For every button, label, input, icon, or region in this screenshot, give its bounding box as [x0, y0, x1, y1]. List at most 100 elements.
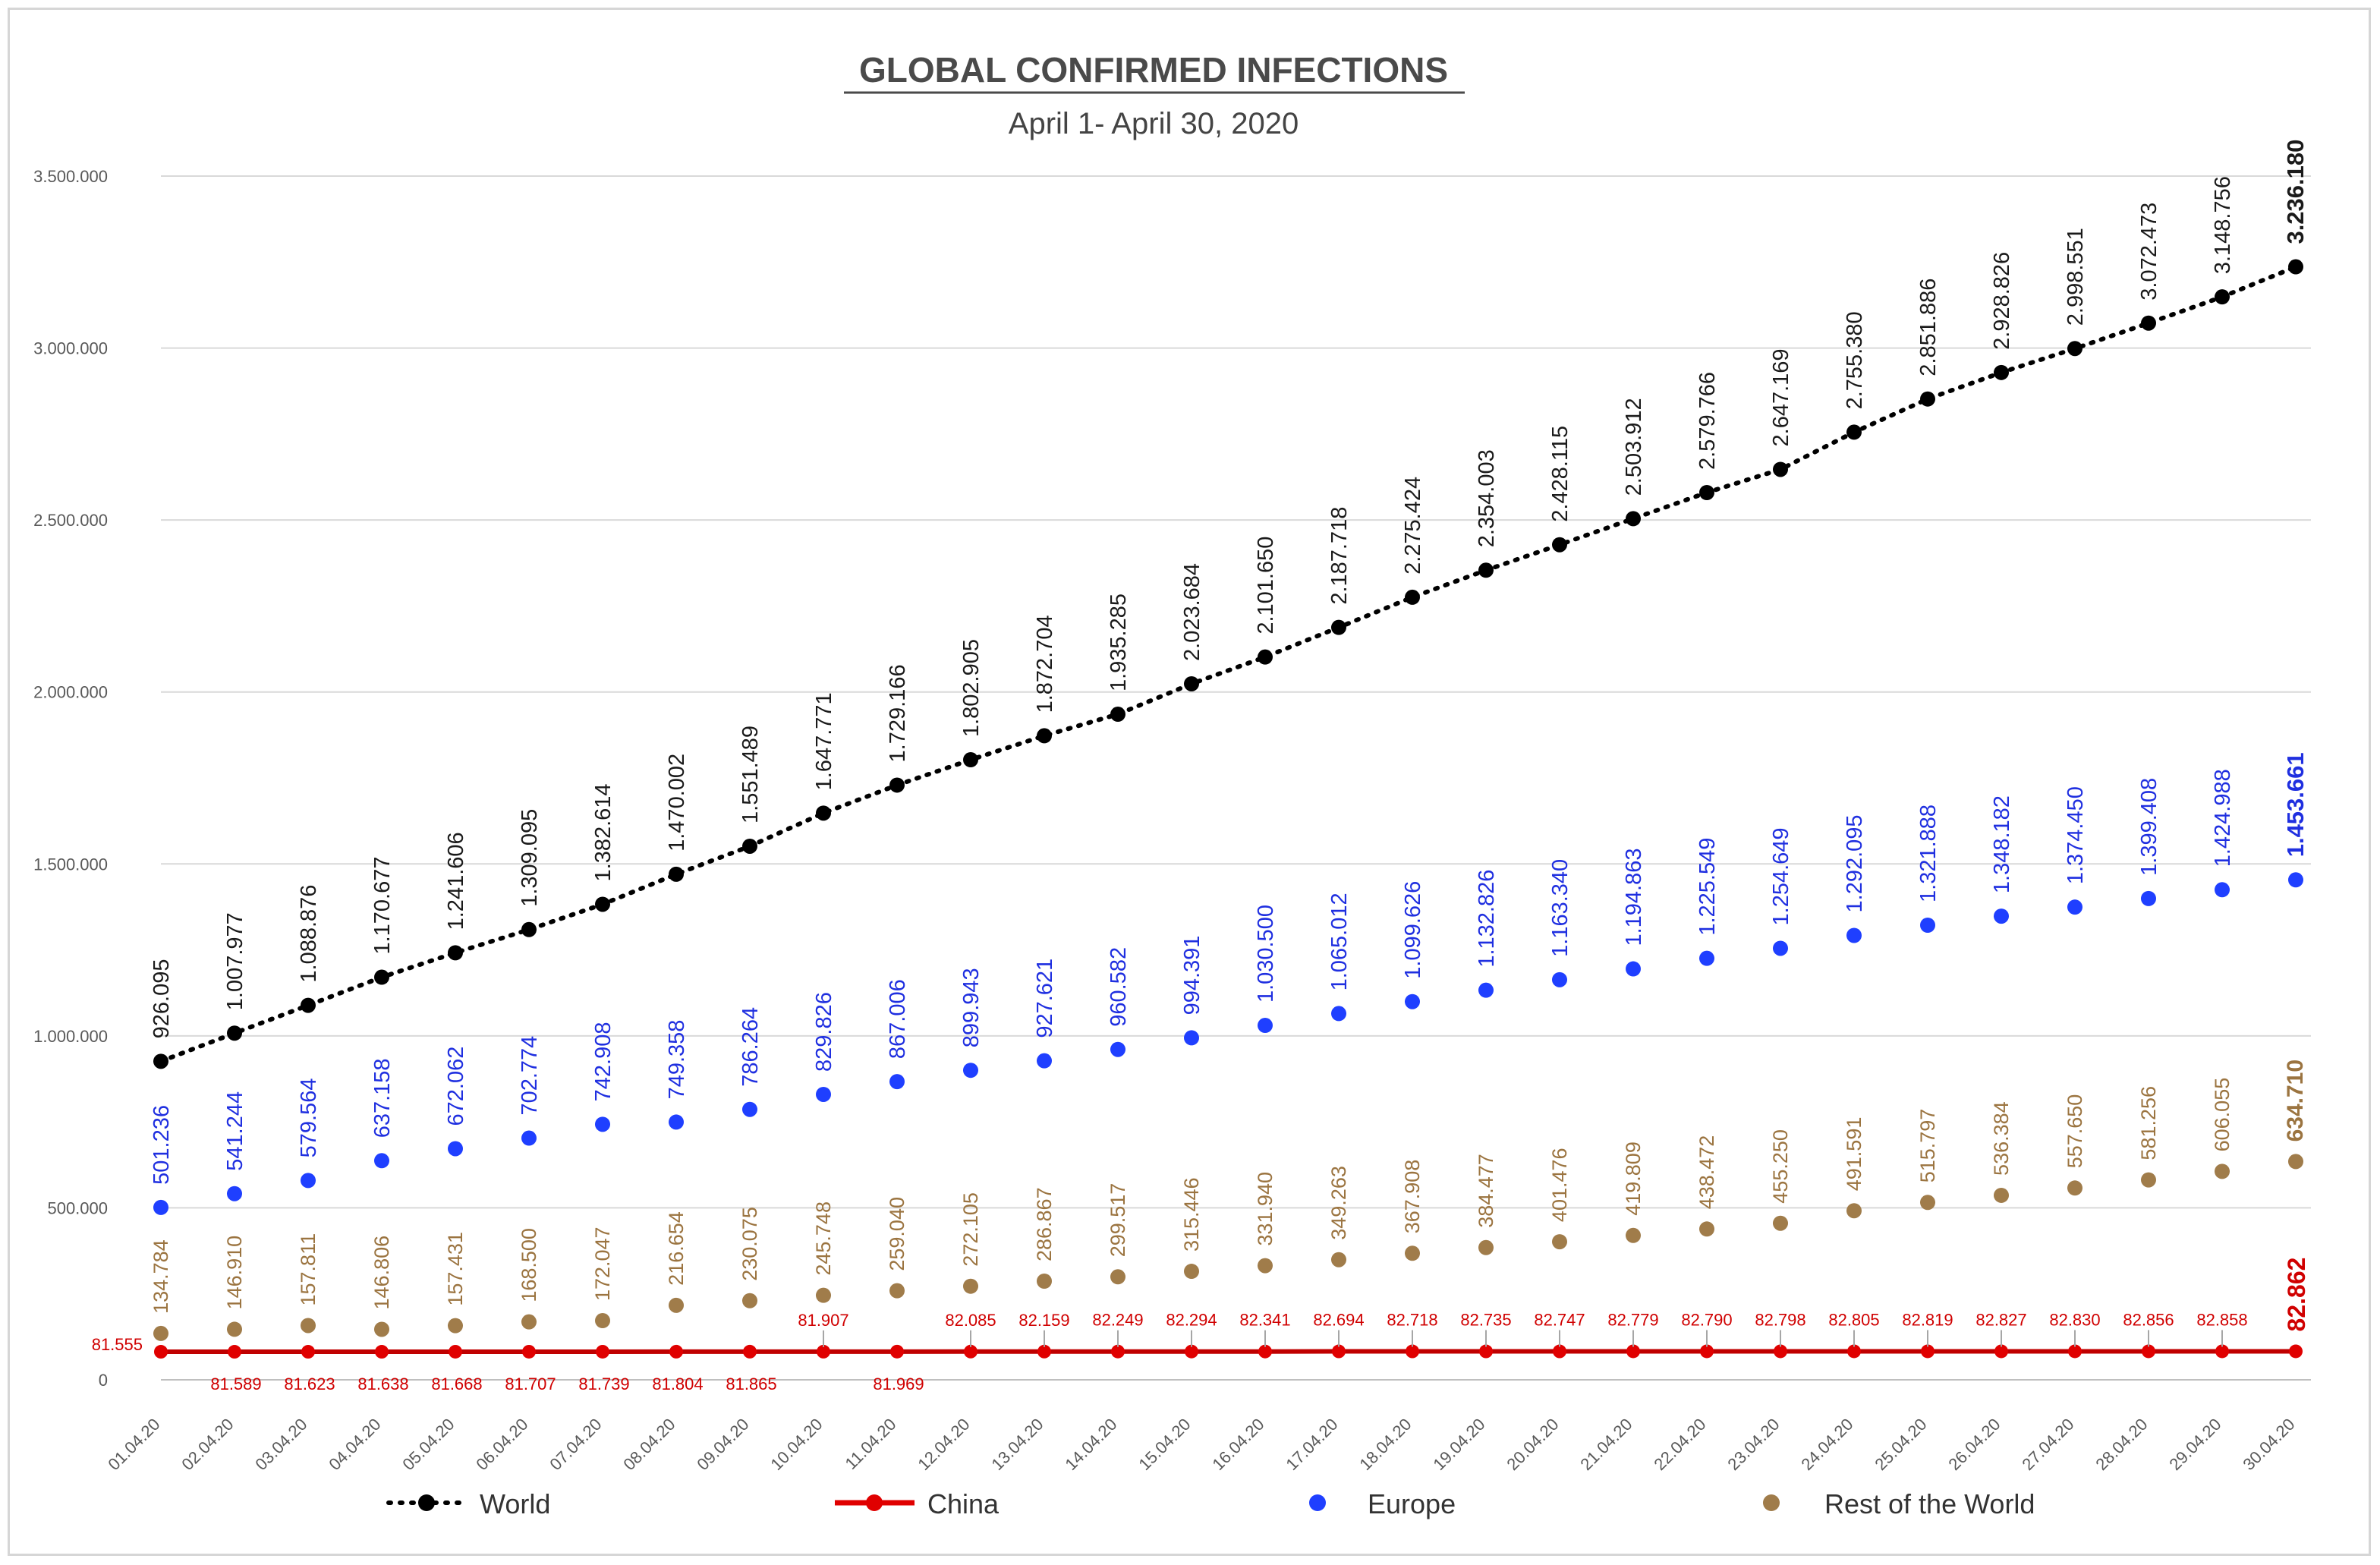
- world-marker: [227, 1025, 242, 1041]
- china-marker: [1994, 1344, 2008, 1359]
- europe-data-label: 960.582: [1107, 947, 1131, 1027]
- x-tick-label: 18.04.20: [1355, 1415, 1415, 1474]
- china-marker: [301, 1345, 315, 1359]
- china-data-label: 82.856: [2123, 1310, 2174, 1329]
- world-data-label: 1.647.771: [812, 692, 836, 790]
- legend-world-marker: [418, 1494, 435, 1511]
- rest-marker: [889, 1283, 905, 1299]
- china-data-label: 81.804: [652, 1374, 703, 1393]
- china-data-label: 81.589: [210, 1374, 261, 1393]
- china-data-label: 81.707: [505, 1374, 556, 1393]
- europe-marker: [448, 1141, 463, 1157]
- rest-marker: [521, 1314, 537, 1330]
- rest-marker: [374, 1321, 389, 1337]
- europe-marker: [816, 1086, 831, 1102]
- rest-marker: [1994, 1187, 2009, 1203]
- world-marker: [1258, 649, 1273, 665]
- china-data-label: 82.747: [1534, 1311, 1585, 1330]
- world-marker: [889, 777, 905, 793]
- europe-data-label: 1.163.340: [1548, 859, 1572, 957]
- europe-marker: [1773, 940, 1788, 956]
- x-tick-label: 16.04.20: [1208, 1415, 1267, 1474]
- europe-data-label: 702.774: [518, 1036, 542, 1116]
- x-tick-label: 20.04.20: [1503, 1415, 1562, 1474]
- world-data-label: 2.275.424: [1401, 477, 1425, 575]
- rest-data-label: 245.748: [812, 1201, 835, 1276]
- x-tick-label: 23.04.20: [1724, 1415, 1783, 1474]
- rest-data-label: 401.476: [1548, 1148, 1571, 1222]
- world-data-label: 2.579.766: [1695, 372, 1720, 470]
- europe-data-label: 1.321.888: [1916, 805, 1941, 902]
- china-marker: [2068, 1344, 2082, 1359]
- china-marker: [1185, 1344, 1198, 1359]
- rest-marker: [669, 1297, 684, 1313]
- world-data-label: 3.236.180: [2282, 140, 2309, 244]
- rest-marker: [2067, 1180, 2082, 1196]
- europe-marker: [153, 1199, 168, 1215]
- world-data-label: 1.170.677: [370, 857, 395, 955]
- world-marker: [1846, 424, 1862, 440]
- x-tick-label: 11.04.20: [841, 1415, 899, 1473]
- china-data-label: 81.668: [431, 1374, 482, 1393]
- world-data-label: 2.023.684: [1180, 563, 1204, 661]
- rest-data-label: 157.431: [444, 1232, 467, 1306]
- china-marker: [817, 1344, 830, 1359]
- rest-marker: [1331, 1252, 1346, 1267]
- china-marker: [1774, 1344, 1787, 1359]
- x-tick-label: 19.04.20: [1429, 1415, 1488, 1474]
- china-data-label: 82.779: [1607, 1310, 1658, 1329]
- europe-data-label: 541.244: [223, 1091, 247, 1171]
- europe-data-label: 1.453.661: [2282, 752, 2309, 857]
- china-marker: [964, 1344, 978, 1359]
- y-tick-label: 1.500.000: [33, 855, 108, 874]
- europe-data-label: 1.225.549: [1695, 838, 1720, 936]
- china-data-label: 82.249: [1092, 1311, 1143, 1330]
- world-marker: [521, 921, 537, 937]
- china-marker: [375, 1345, 389, 1359]
- rest-marker: [2288, 1154, 2303, 1170]
- europe-data-label: 1.132.826: [1475, 870, 1499, 968]
- europe-marker: [1184, 1030, 1199, 1046]
- europe-marker: [889, 1074, 905, 1090]
- world-marker: [1920, 391, 1935, 407]
- china-data-label: 82.294: [1166, 1311, 1217, 1330]
- y-tick-label: 1.000.000: [33, 1027, 108, 1046]
- rest-data-label: 634.710: [2283, 1060, 2308, 1141]
- world-marker: [153, 1053, 168, 1069]
- x-tick-label: 08.04.20: [619, 1415, 678, 1474]
- world-data-label: 2.503.912: [1622, 398, 1646, 496]
- europe-data-label: 829.826: [812, 992, 836, 1072]
- legend-china-marker: [866, 1494, 883, 1511]
- china-marker: [1258, 1344, 1272, 1359]
- world-data-label: 2.755.380: [1843, 311, 1867, 409]
- china-data-label: 81.969: [873, 1374, 924, 1393]
- china-data-label: 82.159: [1018, 1311, 1069, 1330]
- rest-data-label: 230.075: [738, 1207, 761, 1281]
- y-tick-label: 3.000.000: [33, 339, 108, 358]
- legend-china-label: China: [927, 1488, 1000, 1519]
- x-axis: 01.04.20 02.04.20 03.04.20 04.04.20 05.04.20…: [104, 1415, 2298, 1474]
- x-tick-label: 09.04.20: [693, 1415, 752, 1474]
- china-data-label: 81.555: [92, 1335, 143, 1354]
- world-marker: [301, 997, 316, 1013]
- europe-data-label: 786.264: [738, 1007, 763, 1087]
- europe-marker: [521, 1130, 537, 1146]
- europe-data-label: 1.254.649: [1769, 827, 1793, 925]
- europe-data-label: 749.358: [665, 1020, 689, 1100]
- world-marker: [374, 969, 389, 985]
- world-marker: [1110, 707, 1125, 723]
- china-data-label: 82.735: [1460, 1311, 1511, 1330]
- europe-data-label: 1.099.626: [1401, 881, 1425, 979]
- world-marker: [816, 805, 831, 821]
- world-marker: [1626, 511, 1641, 527]
- rest-data-label: 272.105: [959, 1192, 982, 1267]
- china-marker: [596, 1344, 609, 1359]
- world-marker: [1552, 537, 1567, 553]
- x-tick-label: 17.04.20: [1282, 1415, 1341, 1474]
- europe-data-label: 1.194.863: [1622, 849, 1646, 946]
- x-tick-label: 28.04.20: [2092, 1415, 2151, 1474]
- rest-marker: [2215, 1164, 2230, 1179]
- rest-marker: [1699, 1221, 1714, 1237]
- world-data-label: 1.729.166: [886, 664, 910, 762]
